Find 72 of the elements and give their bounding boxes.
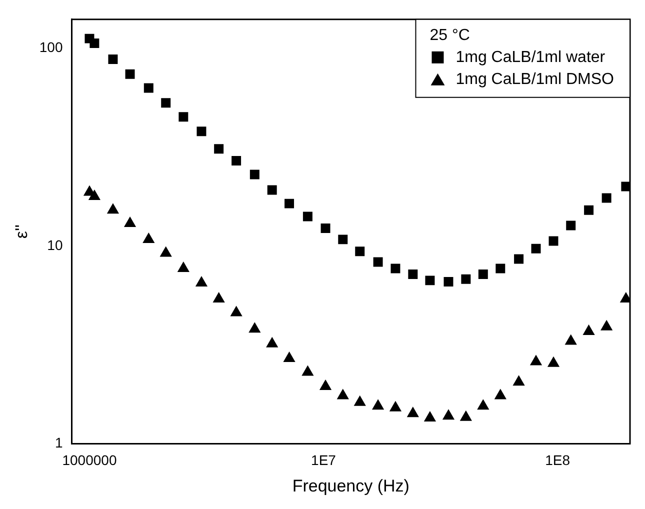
point (125, 69, 135, 79)
x-axis-title: Frequency (Hz) (292, 476, 410, 496)
point (425, 276, 435, 286)
point (531, 244, 541, 254)
point (355, 246, 365, 256)
point (161, 98, 171, 108)
point (230, 306, 242, 316)
point (442, 410, 454, 420)
point (566, 220, 576, 230)
point (478, 270, 488, 280)
point (583, 324, 594, 335)
point (178, 262, 190, 272)
y-tick-label: 1 (54, 434, 63, 451)
point (477, 400, 489, 410)
legend-title: 25 °C (430, 26, 470, 44)
point (460, 410, 472, 421)
point (320, 224, 330, 234)
point (373, 257, 383, 267)
x-tick-label: 1E8 (545, 452, 570, 468)
point (107, 204, 119, 214)
point (213, 292, 225, 302)
point (338, 234, 348, 244)
point (513, 376, 524, 386)
point (88, 190, 100, 200)
point (90, 38, 100, 48)
point (461, 274, 471, 284)
point (108, 54, 118, 64)
point (372, 400, 384, 410)
point (600, 320, 612, 330)
point (302, 366, 314, 376)
y-tick-label: 100 (39, 39, 63, 56)
point (514, 254, 524, 264)
point (496, 264, 506, 274)
point (565, 334, 577, 345)
point (602, 193, 612, 203)
point (160, 246, 172, 257)
point (284, 352, 295, 362)
point (424, 412, 436, 422)
point (124, 217, 136, 228)
legend-label: 1mg CaLB/1ml water (456, 48, 606, 66)
x-tick-label: 1000000 (62, 452, 117, 468)
point (621, 182, 630, 192)
point (196, 126, 206, 136)
point (250, 170, 260, 180)
point (390, 264, 400, 274)
point (337, 389, 349, 400)
point (267, 185, 277, 195)
point (144, 83, 154, 93)
point (390, 401, 402, 412)
point (494, 389, 506, 400)
point (444, 276, 454, 286)
point (320, 380, 332, 390)
legend-label: 1mg CaLB/1ml DMSO (456, 70, 614, 88)
point (214, 144, 224, 154)
point (284, 198, 294, 208)
y-axis-title: ε'' (12, 224, 31, 239)
point (548, 356, 560, 367)
point (232, 156, 242, 166)
point (178, 112, 188, 122)
point (408, 270, 418, 280)
point (548, 236, 558, 246)
x-tick-label: 1E7 (311, 452, 336, 468)
point (407, 407, 419, 418)
point (142, 232, 154, 243)
point (354, 396, 366, 406)
point (584, 205, 594, 215)
point (302, 212, 312, 222)
point (196, 276, 208, 287)
point (266, 337, 278, 348)
point (248, 322, 260, 333)
y-tick-label: 10 (47, 236, 63, 253)
point (530, 355, 542, 366)
